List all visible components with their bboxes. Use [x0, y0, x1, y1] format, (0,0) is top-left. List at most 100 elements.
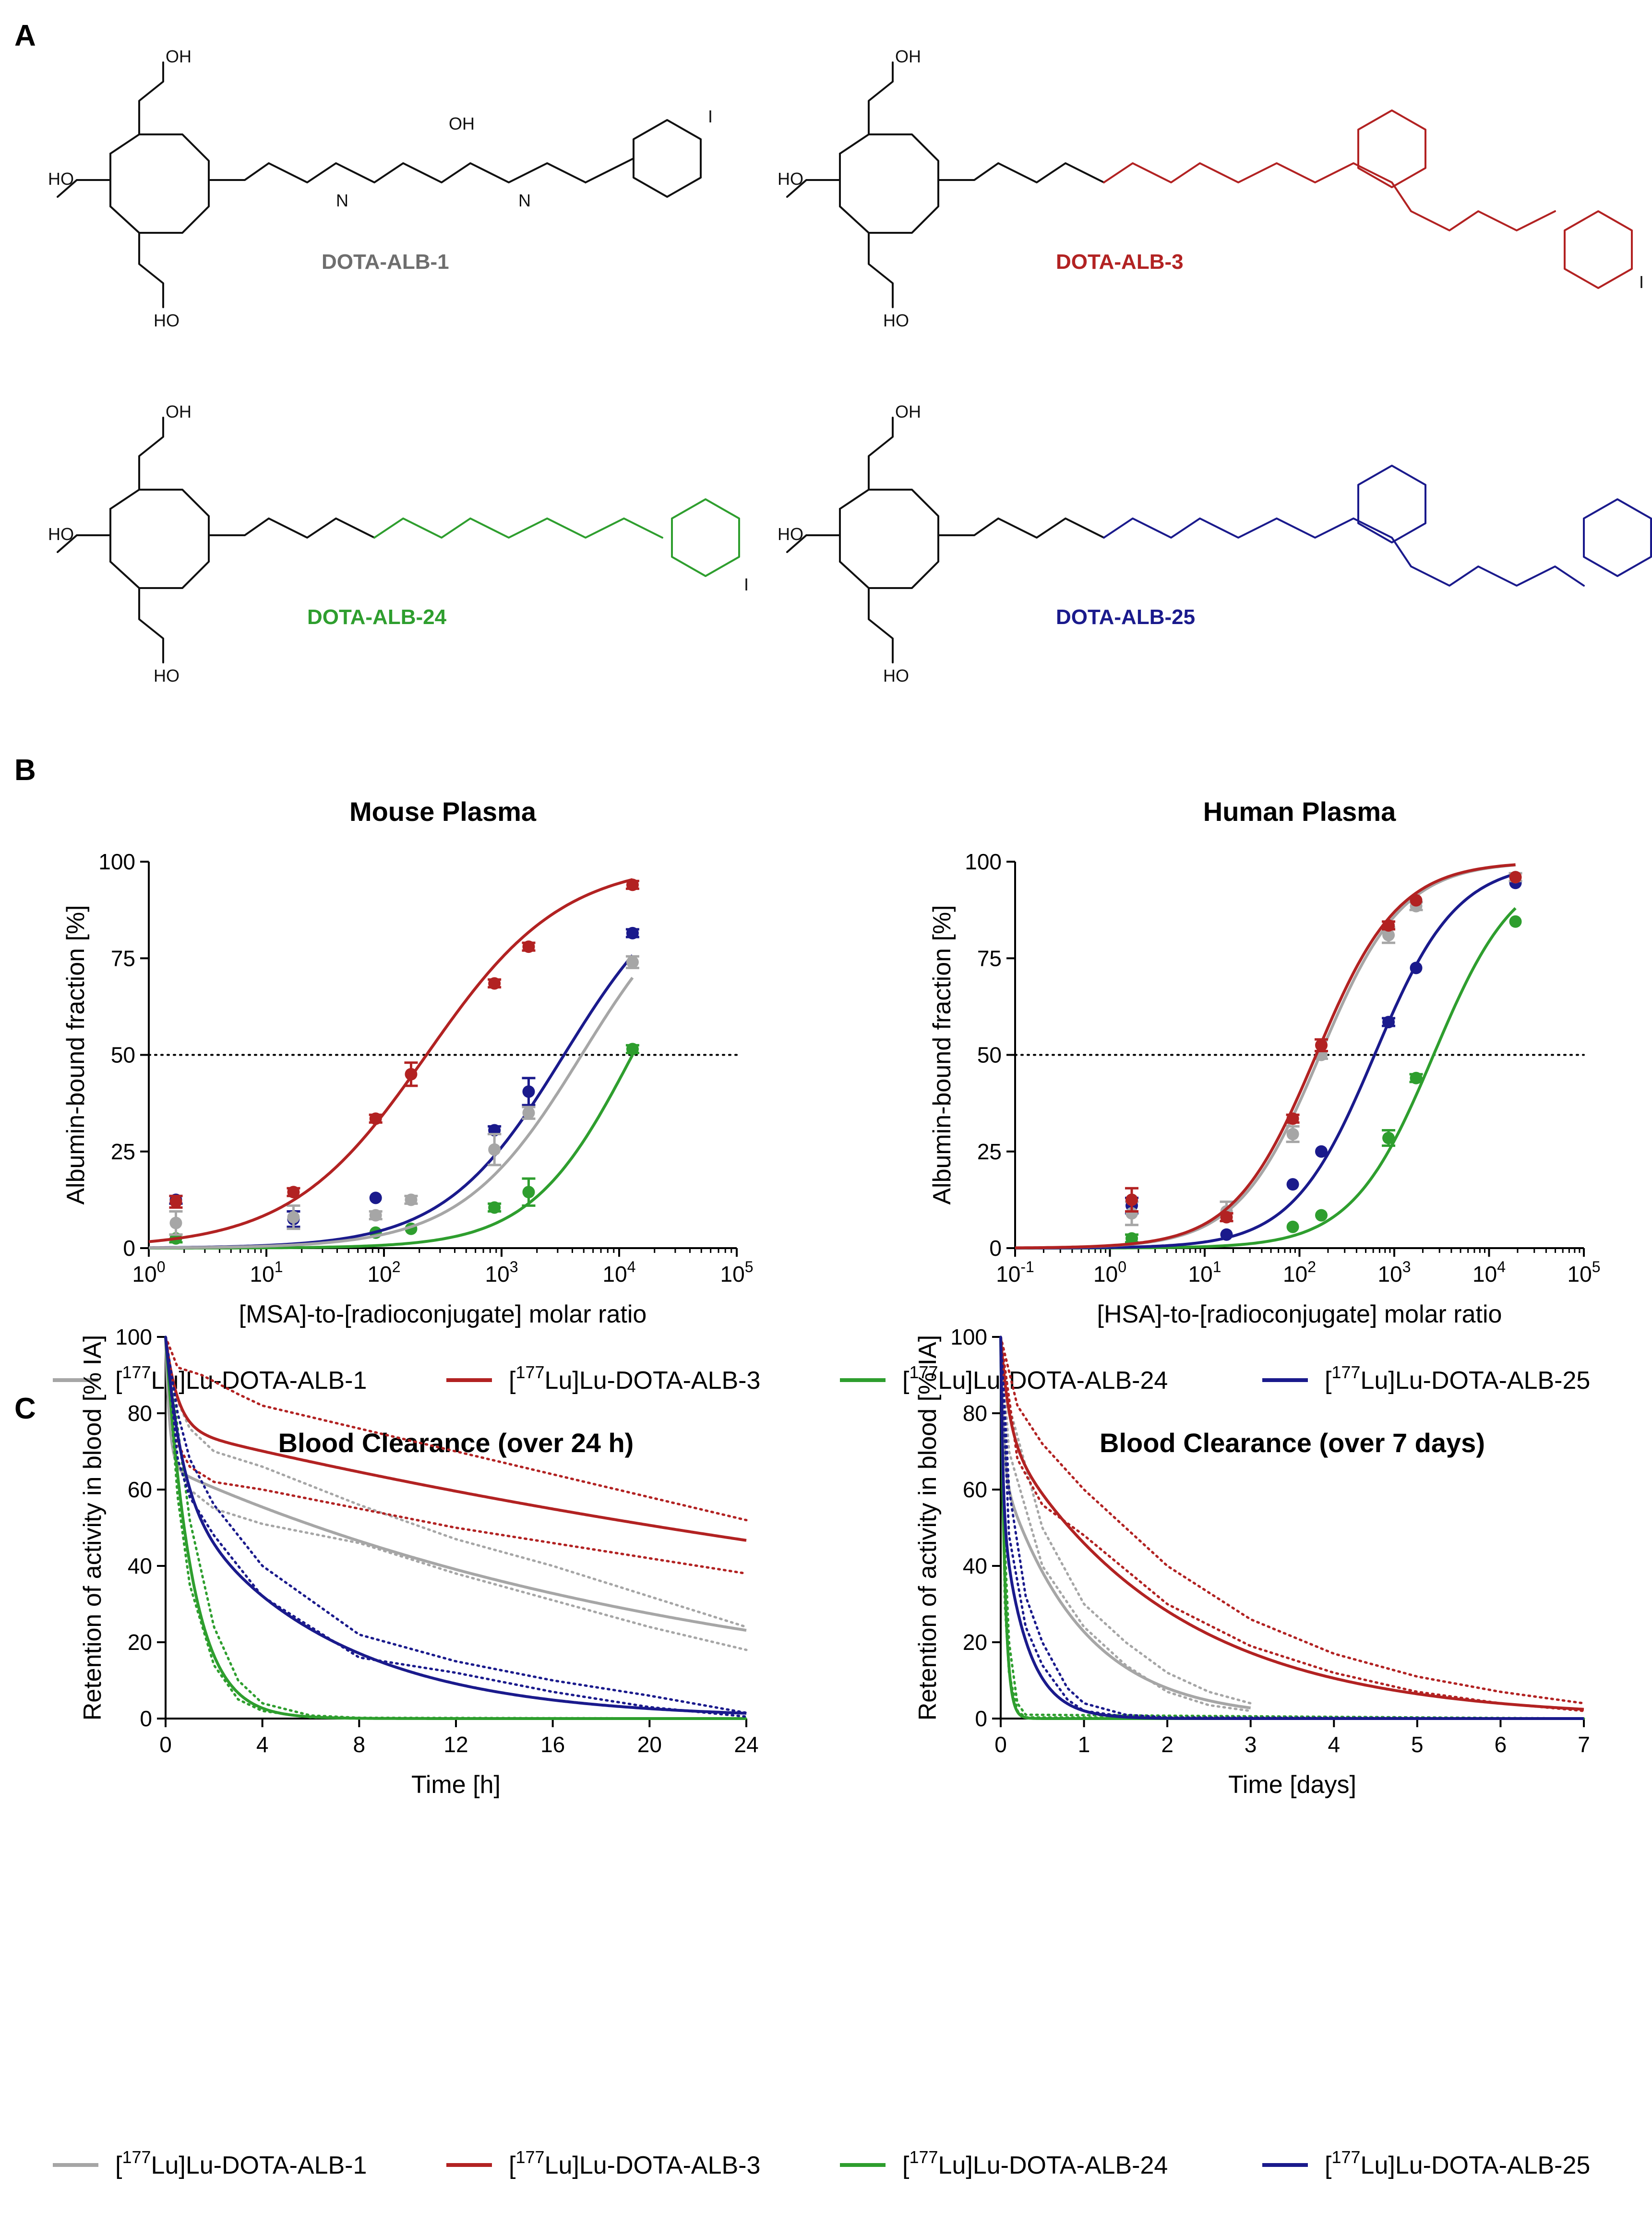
- fit-curve: [999, 1337, 1251, 1709]
- legend-label: [177Lu]Lu-DOTA-ALB-1: [115, 2147, 367, 2179]
- legend-label: [177Lu]Lu-DOTA-ALB-25: [1325, 2147, 1590, 2179]
- ci-upper-line: [999, 1335, 1585, 1705]
- tick-exponent: 1: [1213, 1258, 1221, 1275]
- tick-base: 10: [1283, 1262, 1307, 1287]
- x-axis-label: Time [h]: [411, 1771, 501, 1799]
- legend-panel-c: [177Lu]Lu-DOTA-ALB-1 [177Lu]Lu-DOTA-ALB-3…: [53, 2147, 1590, 2179]
- legend-prefix: [: [115, 1367, 122, 1395]
- x-tick-label: 8: [353, 1732, 366, 1757]
- data-point: [369, 1209, 382, 1222]
- series-alb1: [999, 1335, 1252, 1712]
- series-alb24: [164, 1335, 748, 1720]
- ci-lower-line: [999, 1335, 1252, 1712]
- legend-isotope: 177: [1331, 1362, 1360, 1382]
- series-alb3: [148, 878, 639, 1243]
- ci-upper-line: [999, 1335, 1585, 1720]
- legend-panel-b: [177Lu]Lu-DOTA-ALB-1 [177Lu]Lu-DOTA-ALB-3…: [53, 1362, 1590, 1395]
- atom-i: I: [1639, 272, 1644, 292]
- data-point: [1382, 1016, 1395, 1029]
- atom-oh: OH: [895, 402, 921, 421]
- ci-upper-line: [999, 1335, 1252, 1705]
- series-alb3: [1015, 863, 1522, 1250]
- tick-exponent: 3: [510, 1258, 518, 1275]
- y-tick-label: 40: [963, 1553, 987, 1578]
- series-alb1: [164, 1335, 748, 1651]
- data-point: [1410, 962, 1423, 974]
- data-point: [1286, 1128, 1299, 1141]
- data-point: [1315, 1145, 1328, 1158]
- legend-isotope: 177: [515, 1362, 544, 1382]
- fit-curve: [1015, 907, 1517, 1250]
- x-tick-label: 0: [994, 1732, 1007, 1757]
- series-alb25: [164, 1335, 748, 1718]
- atom-ho: HO: [883, 666, 909, 686]
- chart-title: Human Plasma: [1203, 796, 1396, 827]
- tick-base: 10: [603, 1262, 627, 1287]
- data-point: [405, 1068, 418, 1081]
- data-point: [369, 1112, 382, 1125]
- y-axis-label: Retention of activity in blood [% IA]: [914, 1335, 942, 1721]
- data-point: [522, 1106, 535, 1119]
- x-tick-label: 6: [1495, 1732, 1507, 1757]
- tick-base: 10: [250, 1262, 275, 1287]
- y-tick-label: 100: [950, 1324, 987, 1349]
- atom-ho: HO: [48, 524, 74, 544]
- legend-name: Lu]Lu-DOTA-ALB-24: [938, 2152, 1168, 2179]
- atom-ho: HO: [883, 311, 909, 330]
- tick-exponent: 5: [745, 1258, 754, 1275]
- data-point: [287, 1186, 300, 1199]
- chart-blood-clearance-24h: Blood Clearance (over 24 h) 0 20 40 60 80 100 0…: [79, 1324, 759, 1799]
- tick-base: 10: [1093, 1262, 1118, 1287]
- atom-ho: HO: [154, 666, 180, 686]
- data-point: [1220, 1228, 1233, 1241]
- data-point: [1382, 919, 1395, 932]
- x-tick-label: 103: [485, 1258, 518, 1287]
- fit-curve: [1015, 872, 1516, 1250]
- atom-n: N: [336, 191, 348, 210]
- legend-prefix: [: [509, 1367, 516, 1395]
- x-tick-label: 4: [256, 1732, 269, 1757]
- legend-name: Lu]Lu-DOTA-ALB-1: [151, 2152, 367, 2179]
- data-point: [522, 940, 535, 953]
- y-tick-label: 0: [975, 1706, 987, 1731]
- legend-item-alb25: [177Lu]Lu-DOTA-ALB-25: [1262, 1362, 1590, 1395]
- legend-prefix: [: [902, 2152, 910, 2179]
- y-tick-label: 25: [977, 1139, 1002, 1164]
- atom-n: N: [518, 191, 531, 210]
- y-tick-label: 100: [965, 849, 1002, 874]
- data-point: [626, 1043, 639, 1056]
- y-tick-label: 75: [111, 946, 135, 971]
- compound-name: DOTA-ALB-3: [1056, 250, 1184, 274]
- legend-isotope: 177: [515, 2147, 544, 2167]
- x-tick-label: 24: [734, 1732, 758, 1757]
- x-tick-label: 104: [603, 1258, 636, 1287]
- series-alb1: [1015, 863, 1522, 1250]
- x-axis-label: [HSA]-to-[radioconjugate] molar ratio: [1097, 1300, 1502, 1328]
- tick-exponent: 5: [1592, 1258, 1601, 1275]
- series-alb25: [999, 1335, 1585, 1720]
- fit-curve: [164, 1336, 747, 1632]
- y-tick-label: 80: [963, 1401, 987, 1426]
- structure-dota-alb-24: OH HO HO I DOTA-ALB-24: [48, 402, 749, 686]
- structure-dota-alb-25: OH HO HO I DOTA-ALB-25: [778, 402, 1652, 686]
- panel-label-a: A: [14, 19, 36, 52]
- atom-oh: OH: [166, 47, 192, 66]
- data-point: [522, 1186, 535, 1199]
- ci-lower-line: [164, 1335, 748, 1575]
- legend-label: [177Lu]Lu-DOTA-ALB-24: [902, 2147, 1168, 2179]
- fit-curve: [164, 1336, 747, 1542]
- tick-exponent: 0: [157, 1258, 166, 1275]
- y-tick-label: 100: [115, 1324, 152, 1349]
- legend-label: [177Lu]Lu-DOTA-ALB-1: [115, 1362, 367, 1395]
- atom-i: I: [708, 107, 713, 126]
- atom-ho: HO: [778, 524, 803, 544]
- data-point: [1220, 1211, 1233, 1224]
- legend-name: Lu]Lu-DOTA-ALB-25: [1361, 1367, 1591, 1395]
- data-point: [287, 1211, 300, 1224]
- data-point: [1382, 1131, 1395, 1144]
- y-tick-label: 50: [977, 1043, 1002, 1068]
- tick-exponent: 1: [275, 1258, 283, 1275]
- x-tick-label: 101: [1188, 1258, 1221, 1287]
- tick-exponent: 3: [1402, 1258, 1411, 1275]
- legend-label: [177Lu]Lu-DOTA-ALB-24: [902, 1362, 1168, 1395]
